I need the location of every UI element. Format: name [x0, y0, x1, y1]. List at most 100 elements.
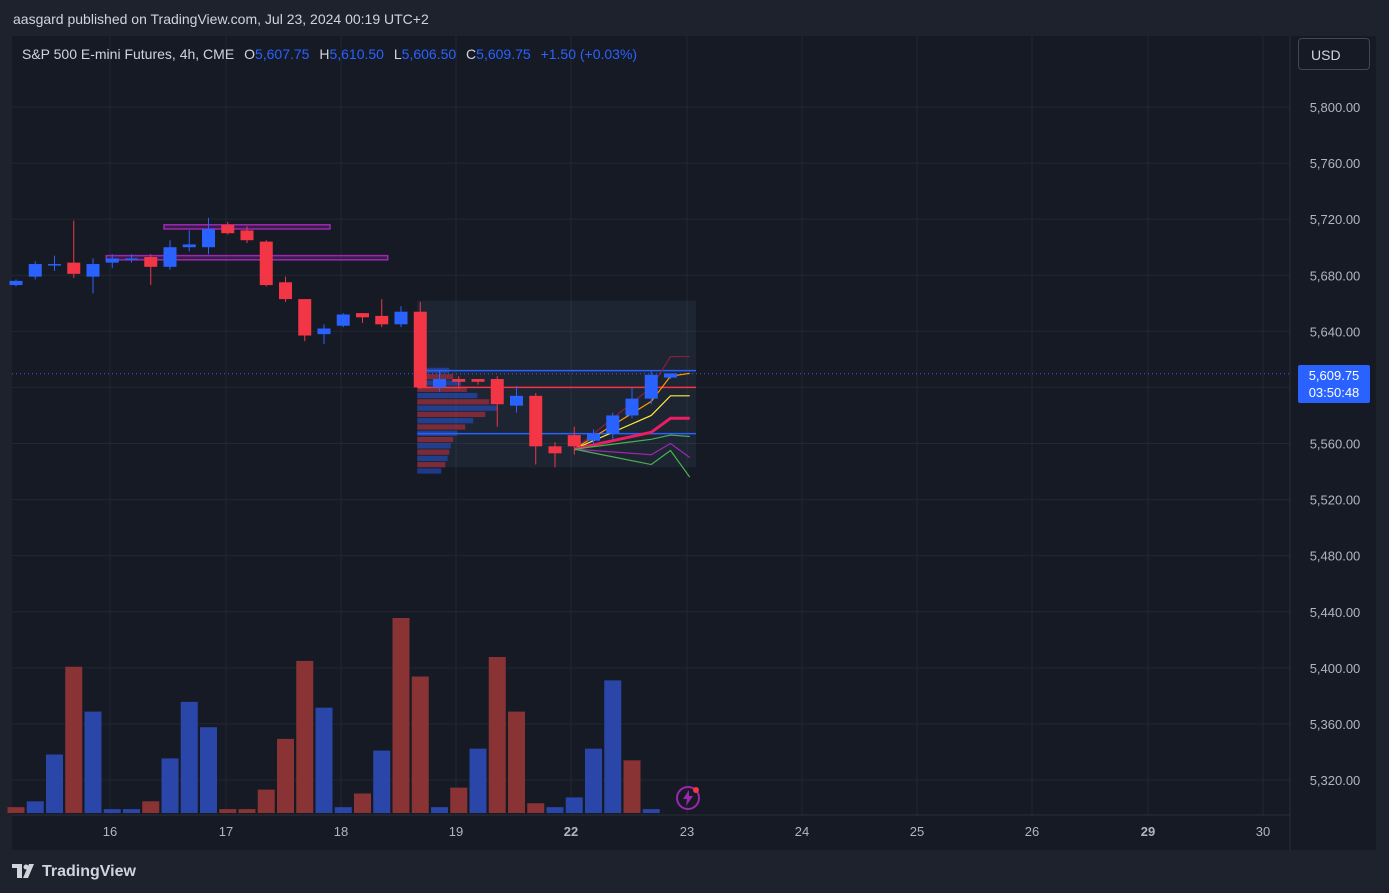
candle-body: [125, 258, 138, 260]
candle-body: [490, 379, 504, 405]
volume-bar: [7, 807, 25, 813]
y-tick-label: 5,360.00: [1310, 717, 1361, 732]
profile-bar: [417, 424, 466, 430]
volume-bar: [180, 701, 198, 813]
y-tick-label: 5,680.00: [1310, 268, 1361, 283]
candle-body: [202, 228, 215, 248]
high-value: 5,610.50: [329, 46, 384, 62]
y-tick-label: 5,440.00: [1310, 605, 1361, 620]
open-value: 5,607.75: [254, 46, 310, 62]
volume-bar: [604, 680, 622, 813]
candle-body: [356, 313, 369, 318]
candle-body: [182, 244, 196, 248]
x-tick-label: 29: [1141, 824, 1155, 839]
profile-bar: [417, 449, 450, 455]
candle-body: [240, 230, 254, 241]
candle-body: [413, 311, 427, 388]
candle-body: [298, 299, 312, 336]
volume-bar: [257, 789, 275, 813]
profile-bar: [417, 418, 474, 424]
profile-bar: [417, 462, 446, 468]
candle-body: [452, 379, 466, 382]
candle-body: [644, 374, 658, 399]
volume-bar: [527, 803, 545, 813]
profile-bar: [417, 374, 454, 380]
y-tick-label: 5,560.00: [1310, 437, 1361, 452]
profile-bar: [417, 386, 467, 392]
volume-bar: [334, 807, 352, 813]
candle-body: [144, 257, 158, 267]
high-label: H: [319, 46, 330, 62]
projection-line: [574, 448, 691, 478]
x-tick-label: 22: [564, 824, 578, 839]
profile-bar: [417, 436, 454, 443]
candle-body: [510, 395, 523, 406]
lightning-alert-icon[interactable]: [675, 785, 701, 811]
open-label: O: [244, 46, 255, 62]
candle-body: [28, 264, 42, 277]
volume-bar: [103, 809, 121, 813]
candle-body: [67, 262, 81, 274]
candle-body: [375, 315, 389, 325]
published-info: aasgard published on TradingView.com, Ju…: [13, 11, 429, 27]
footer-brand: TradingView: [42, 863, 136, 880]
volume-bar: [546, 807, 564, 813]
x-tick-label: 25: [910, 824, 924, 839]
projection-line: [574, 434, 690, 450]
x-tick-label: 17: [219, 824, 233, 839]
y-tick-label: 5,400.00: [1310, 661, 1361, 676]
volume-bar: [161, 758, 179, 813]
change-value: +1.50 (+0.03%): [540, 46, 638, 62]
last-price-badge: 5,609.75 03:50:48: [1298, 365, 1370, 403]
candle-body: [606, 415, 620, 434]
volume-bar: [200, 727, 217, 813]
symbol-legend: S&P 500 E-mini Futures, 4h, CME O5,607.7…: [22, 46, 637, 62]
volume-bar: [219, 809, 237, 813]
candle-body: [336, 314, 350, 326]
candle-body: [567, 435, 581, 447]
volume-bar: [565, 797, 583, 813]
y-tick-label: 5,720.00: [1310, 212, 1361, 227]
candle-body: [9, 280, 23, 286]
x-tick-label: 30: [1256, 824, 1270, 839]
volume-bar: [296, 660, 314, 813]
profile-bar: [417, 443, 451, 449]
x-tick-label: 19: [449, 824, 463, 839]
volume-bar: [84, 711, 102, 813]
x-tick-label: 26: [1025, 824, 1039, 839]
volume-bar: [26, 801, 44, 813]
volume-bar: [392, 618, 410, 813]
volume-bar: [623, 760, 641, 813]
profile-bar: [417, 405, 498, 411]
profile-bar: [417, 468, 442, 474]
candle-body: [317, 328, 331, 335]
close-value: 5,609.75: [476, 46, 531, 62]
top-bar: aasgard published on TradingView.com, Ju…: [0, 0, 1389, 36]
volume-bar: [277, 738, 294, 813]
x-tick-label: 16: [103, 824, 117, 839]
candle-body: [529, 395, 543, 447]
last-price-value: 5,609.75: [1308, 368, 1360, 383]
candle-body: [587, 433, 600, 441]
volume-bar: [585, 748, 602, 813]
currency-button[interactable]: USD: [1298, 38, 1370, 70]
volume-bar: [411, 676, 429, 813]
profile-bar: [417, 455, 448, 462]
candle-body: [433, 379, 446, 388]
candle-body: [86, 264, 100, 277]
close-label: C: [466, 46, 477, 62]
projection-line: [574, 442, 691, 459]
volume-bar: [238, 809, 256, 813]
candle-body: [259, 241, 273, 286]
volume-bar: [373, 750, 391, 813]
candle-body: [394, 311, 408, 325]
x-tick-label: 18: [334, 824, 348, 839]
profile-bar: [417, 392, 478, 399]
volume-bar: [65, 666, 83, 813]
candle-body: [163, 247, 177, 267]
volume-bar: [469, 748, 487, 813]
volume-bar: [488, 657, 506, 813]
x-tick-label: 23: [680, 824, 694, 839]
symbol-name: S&P 500 E-mini Futures, 4h, CME: [22, 46, 235, 62]
